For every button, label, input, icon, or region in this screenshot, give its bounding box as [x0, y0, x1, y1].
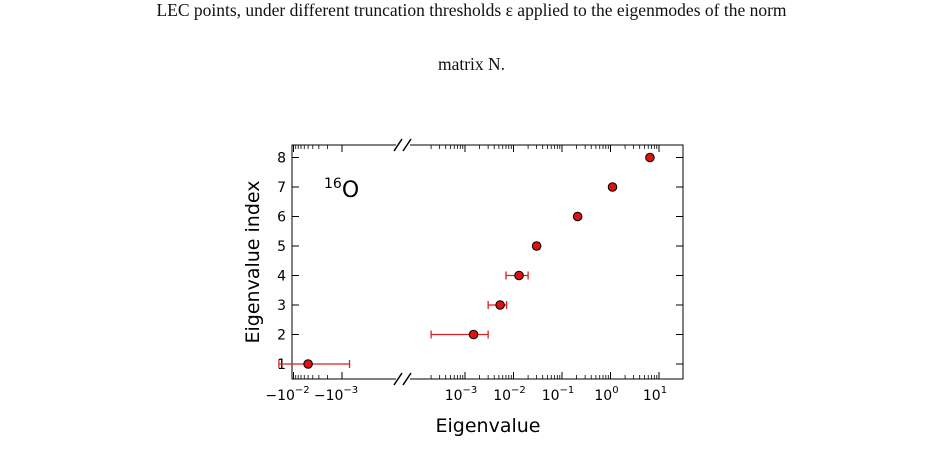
- y-tick-label: 8: [277, 151, 286, 167]
- x-tick-label: −10−3: [314, 385, 358, 404]
- axis-break-mark: [402, 138, 412, 152]
- axis-break-mark: [402, 372, 412, 386]
- data-point-group: [572, 211, 583, 222]
- y-tick-label: 2: [277, 328, 286, 344]
- data-point: [303, 359, 313, 369]
- x-tick-label: −10−2: [265, 385, 309, 404]
- data-point: [645, 152, 655, 163]
- y-tick-label: 7: [277, 180, 286, 196]
- plot-frame: [291, 144, 684, 380]
- data-point-group: [487, 300, 508, 310]
- data-point-group: [505, 270, 529, 281]
- y-tick-label: 3: [277, 298, 286, 314]
- nucleus-mass-number: 16: [324, 176, 342, 192]
- nucleus-symbol: O: [342, 178, 359, 203]
- data-point: [531, 241, 542, 251]
- data-point: [495, 300, 505, 310]
- axis-break-mark: [393, 372, 403, 386]
- x-tick-label: 100: [594, 385, 618, 404]
- data-point: [468, 329, 479, 340]
- data-point-group: [430, 329, 489, 340]
- data-point: [514, 270, 524, 281]
- x-tick-label: 101: [643, 385, 667, 404]
- x-tick-label: 10−1: [542, 385, 575, 404]
- y-tick-label: 4: [277, 269, 286, 285]
- data-point: [607, 182, 618, 192]
- axis-break-mark: [393, 138, 403, 152]
- x-tick-label: 10−3: [445, 385, 478, 404]
- data-point-group: [645, 152, 655, 163]
- caption-line-2: matrix N.: [437, 54, 506, 74]
- caption-line-1: LEC points, under different truncation t…: [156, 0, 787, 20]
- y-axis-label: Eigenvalue index: [242, 181, 264, 344]
- y-tick-label: 5: [277, 239, 286, 255]
- y-tick-label: 6: [277, 210, 286, 226]
- data-point-group: [278, 359, 351, 369]
- data-point-group: [531, 241, 542, 251]
- data-point: [572, 211, 583, 222]
- x-tick-label: 10−2: [493, 385, 526, 404]
- x-axis-label: Eigenvalue: [436, 415, 541, 437]
- y-tick-label: 1: [277, 357, 286, 373]
- data-point-group: [607, 182, 618, 192]
- nucleus-annotation: 16O: [324, 176, 359, 203]
